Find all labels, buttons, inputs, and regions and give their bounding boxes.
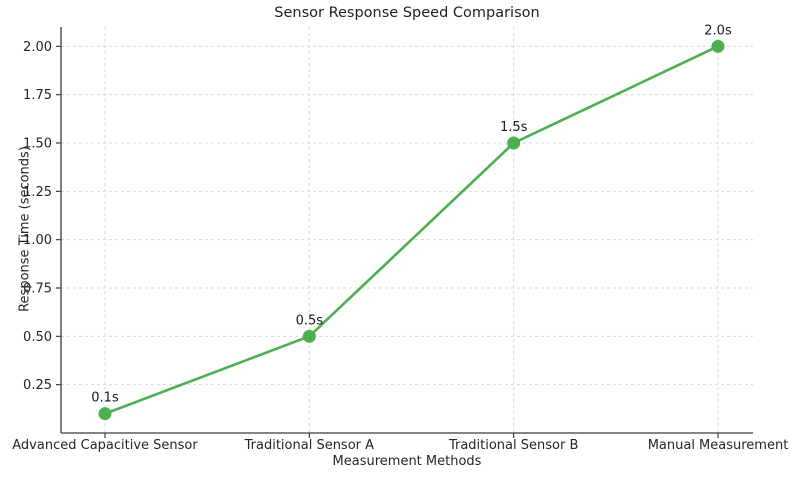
y-tick-label: 0.50 <box>23 330 52 345</box>
y-tick-label: 1.25 <box>23 185 52 200</box>
series-line <box>103 45 720 415</box>
y-tick-label: 1.50 <box>23 137 52 152</box>
x-tick-label: Manual Measurement <box>648 438 789 453</box>
y-tick-label: 1.00 <box>23 233 52 248</box>
y-tick-label: 2.00 <box>23 40 52 55</box>
data-point <box>302 329 316 343</box>
y-tick-label: 1.75 <box>23 88 52 103</box>
data-point-label: 2.0s <box>704 23 732 38</box>
chart-title: Sensor Response Speed Comparison <box>274 5 540 21</box>
x-tick-label: Traditional Sensor B <box>448 438 578 453</box>
data-point-label: 0.5s <box>296 313 324 328</box>
data-point-label: 0.1s <box>91 391 119 406</box>
data-point <box>507 136 521 150</box>
y-axis-label: Response Time (seconds) <box>17 146 33 312</box>
y-tick-label: 0.75 <box>23 282 52 297</box>
x-tick-label: Traditional Sensor A <box>244 438 375 453</box>
y-tick-label: 0.25 <box>23 378 52 393</box>
x-axis-label: Measurement Methods <box>332 454 482 469</box>
data-point <box>98 407 112 421</box>
data-point <box>711 39 725 53</box>
data-point-label: 1.5s <box>500 120 528 135</box>
x-tick-label: Advanced Capacitive Sensor <box>12 438 198 453</box>
